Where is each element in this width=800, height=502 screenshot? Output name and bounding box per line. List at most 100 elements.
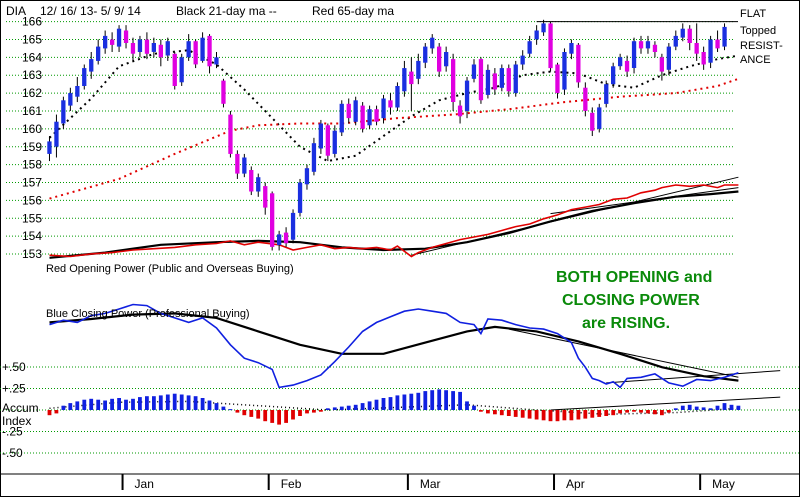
accum-bar xyxy=(68,403,73,410)
accum-bar xyxy=(646,410,650,414)
accum-bar xyxy=(576,410,581,420)
candle-body xyxy=(346,103,351,119)
accum-bar xyxy=(249,410,254,417)
accum-bar xyxy=(291,410,295,420)
accum-bar xyxy=(47,410,52,416)
accum-bar xyxy=(715,405,720,410)
candle-body xyxy=(541,23,546,33)
accum-bar xyxy=(124,399,128,410)
candle-body xyxy=(527,41,532,54)
accum-bar xyxy=(513,410,518,417)
accum-bar xyxy=(305,410,309,414)
price-tick-label: 155 xyxy=(22,211,42,225)
accum-bar xyxy=(346,405,351,410)
opening-power-line xyxy=(49,184,739,258)
candle-body xyxy=(89,59,94,72)
candle-body xyxy=(562,52,567,90)
candle-body xyxy=(597,107,602,129)
candle-body xyxy=(381,98,386,119)
accum-bar xyxy=(89,398,94,410)
price-tick-label: 165 xyxy=(22,32,42,46)
candle-body xyxy=(339,103,344,133)
price-tick-label: 158 xyxy=(22,158,42,172)
candle-body xyxy=(270,193,275,247)
candle-body xyxy=(82,68,87,86)
candle-body xyxy=(137,39,143,52)
accum-bars xyxy=(47,389,741,425)
accum-bar xyxy=(409,393,414,410)
accum-bar xyxy=(458,391,462,410)
candle-body xyxy=(694,43,699,54)
accum-bar xyxy=(256,410,261,419)
accum-bar xyxy=(618,410,622,414)
accum-bar xyxy=(263,410,268,422)
candle-body xyxy=(116,28,122,47)
price-tick-label: 154 xyxy=(22,229,42,243)
accum-bar xyxy=(319,410,323,412)
candle-body xyxy=(186,41,191,58)
candle-body xyxy=(235,153,240,174)
accum-bar xyxy=(562,410,567,421)
accum-bar xyxy=(541,410,546,421)
accum-bar xyxy=(520,410,525,418)
accum-bar xyxy=(680,405,685,410)
line-series xyxy=(48,49,781,416)
annotation-line-1: BOTH OPENING and xyxy=(556,269,712,286)
candle-body xyxy=(513,64,518,94)
price-tick-label: 157 xyxy=(22,176,42,190)
accum-bar xyxy=(736,405,741,410)
accum-bar xyxy=(270,410,275,423)
candle-body xyxy=(590,112,595,131)
accum-bar xyxy=(388,397,393,410)
tick-labels: 153 154 155 156 157 158 159 160 161 162 163 164 165 1… xyxy=(2,15,735,491)
accum-bar xyxy=(694,406,699,410)
candle-body xyxy=(61,100,66,124)
candle-body xyxy=(680,28,685,38)
month-label: May xyxy=(712,477,735,491)
accum-bar xyxy=(360,403,365,410)
accum-bar xyxy=(61,405,66,410)
candle-body xyxy=(402,68,407,92)
price-tick-label: 153 xyxy=(22,247,42,261)
candle-body xyxy=(304,168,310,185)
candle-body xyxy=(123,30,129,43)
accum-bar xyxy=(534,410,539,420)
accum-bar xyxy=(632,410,636,412)
candle-body xyxy=(569,43,574,54)
note-flat: FLAT xyxy=(740,8,766,20)
accum-bar xyxy=(228,409,233,411)
accum-bar xyxy=(555,410,560,422)
accum-bar xyxy=(611,410,616,416)
accum-bar xyxy=(479,410,483,412)
accum-bar xyxy=(583,410,588,419)
accum-bar xyxy=(298,410,302,416)
candles xyxy=(47,19,727,251)
red-ma-legend: Red 65-day ma xyxy=(312,4,394,18)
candle-body xyxy=(165,41,170,56)
accum-bar xyxy=(277,410,281,425)
accum-bar xyxy=(395,395,400,410)
accum-bar xyxy=(437,389,442,410)
closing-power-trendline xyxy=(508,328,739,378)
candle-body xyxy=(256,177,261,192)
accum-bar xyxy=(430,390,435,410)
price-tick-label: 156 xyxy=(22,193,42,207)
accum-bar xyxy=(660,410,664,416)
candle-body xyxy=(464,80,470,111)
accum-bar xyxy=(353,404,358,410)
candle-body xyxy=(193,41,198,65)
candle-body xyxy=(54,121,59,147)
note-ance: ANCE xyxy=(740,54,771,66)
candle-body xyxy=(618,57,623,67)
accum-bar xyxy=(367,401,372,410)
candle-body xyxy=(290,212,296,240)
candle-body xyxy=(708,39,713,63)
accum-bar xyxy=(214,403,219,410)
accum-bar xyxy=(722,403,727,410)
candle-body xyxy=(47,141,52,154)
accum-bar xyxy=(527,410,532,419)
accum-bar xyxy=(639,410,643,413)
accum-bar xyxy=(186,395,191,410)
accum-bar xyxy=(687,404,692,410)
accum-bar xyxy=(200,398,205,410)
